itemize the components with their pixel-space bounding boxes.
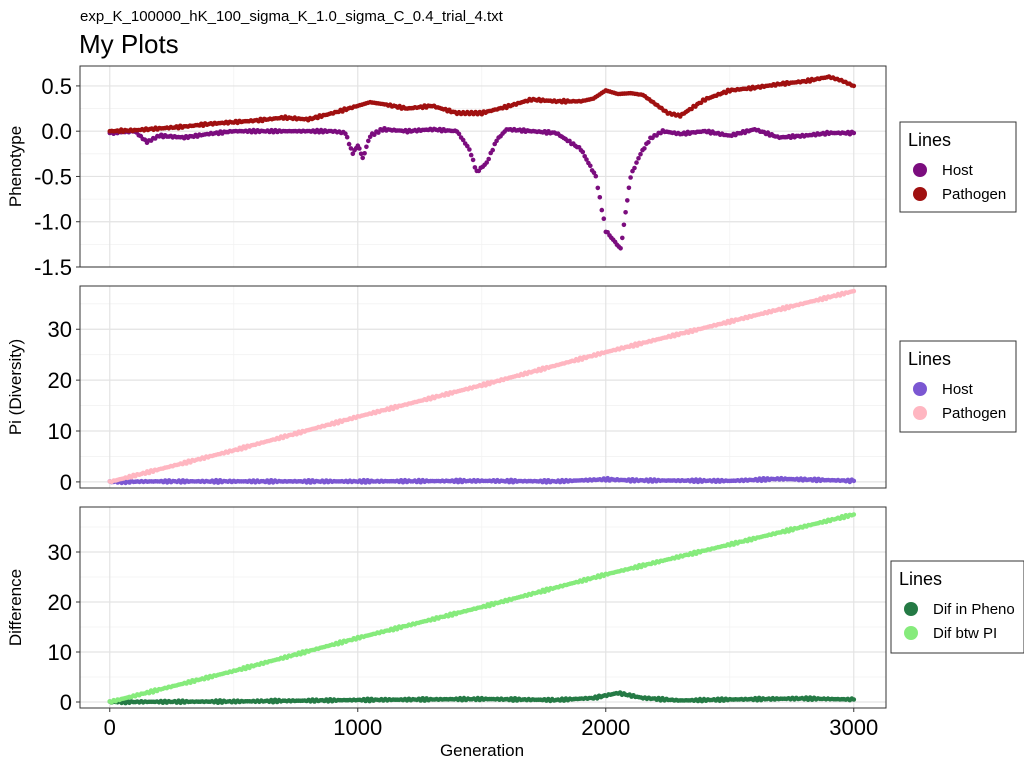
- y-axis-label: Pi (Diversity): [6, 339, 25, 435]
- data-point: [852, 131, 857, 136]
- data-point: [620, 236, 625, 241]
- legend-item-label: Dif btw PI: [933, 625, 997, 642]
- y-tick-label: 10: [48, 419, 72, 444]
- legend-key: [904, 626, 918, 640]
- x-tick-label: 2000: [581, 715, 630, 740]
- data-point: [634, 160, 639, 165]
- y-tick-label: 0.5: [41, 74, 72, 99]
- data-point: [486, 157, 491, 162]
- legend-title: Lines: [908, 130, 951, 150]
- legend-key: [913, 163, 927, 177]
- legend-item-label: Dif in Pheno: [933, 601, 1015, 618]
- data-point: [581, 150, 586, 155]
- legend-title: Lines: [899, 569, 942, 589]
- data-point: [602, 216, 607, 221]
- legend-title: Lines: [908, 349, 951, 369]
- data-point: [623, 210, 628, 215]
- data-point: [469, 153, 474, 158]
- legend-key: [904, 602, 918, 616]
- data-point: [471, 158, 476, 163]
- y-tick-label: 0: [60, 690, 72, 715]
- legend-item-label: Host: [942, 381, 974, 398]
- panel-2: 0 10 20 30 Pi (Diversity) Lines Host Pathogen: [6, 286, 1016, 495]
- data-point: [588, 164, 593, 169]
- data-point: [490, 148, 495, 153]
- data-point: [600, 208, 605, 213]
- panels: 0.5 0.0 -0.5 -1.0 -1.5 Phenotype Lines Host Path…: [6, 66, 1024, 740]
- data-point: [627, 186, 632, 191]
- data-point: [366, 139, 371, 144]
- y-tick-label: 30: [48, 317, 72, 342]
- x-tick-label: 1000: [333, 715, 382, 740]
- y-tick-label: -0.5: [34, 164, 72, 189]
- data-point: [594, 174, 599, 179]
- data-point: [628, 175, 633, 180]
- data-point: [852, 479, 857, 484]
- y-tick-label: -1.5: [34, 255, 72, 280]
- legend-item-label: Host: [942, 162, 974, 179]
- y-tick-label: -1.0: [34, 210, 72, 235]
- y-tick-label: 30: [48, 540, 72, 565]
- legend: Lines Host Pathogen: [900, 122, 1016, 212]
- data-point: [347, 142, 352, 147]
- figure-title: My Plots: [79, 29, 179, 59]
- data-point: [596, 186, 601, 191]
- legend: Lines Host Pathogen: [900, 341, 1016, 432]
- panel-3: 0 10 20 30 Difference Lines Dif in Pheno Dif bt…: [6, 507, 1024, 740]
- panel-1: 0.5 0.0 -0.5 -1.0 -1.5 Phenotype Lines Host Path…: [6, 66, 1016, 280]
- data-point: [345, 135, 350, 140]
- figure-subtitle: exp_K_100000_hK_100_sigma_K_1.0_sigma_C_…: [80, 8, 504, 25]
- legend-item-label: Pathogen: [942, 186, 1006, 203]
- data-point: [852, 289, 857, 294]
- x-tick-label: 3000: [829, 715, 878, 740]
- data-point: [632, 166, 637, 171]
- legend-key: [913, 382, 927, 396]
- data-point: [638, 152, 643, 157]
- legend-key: [913, 406, 927, 420]
- data-point: [625, 198, 630, 203]
- data-point: [618, 246, 623, 251]
- y-tick-label: 20: [48, 368, 72, 393]
- y-tick-label: 20: [48, 590, 72, 615]
- legend: Lines Dif in Pheno Dif btw PI: [891, 561, 1024, 653]
- data-point: [598, 195, 603, 200]
- data-point: [357, 146, 362, 151]
- x-tick-label: 0: [104, 715, 116, 740]
- legend-item-label: Pathogen: [942, 405, 1006, 422]
- y-tick-label: 0.0: [41, 119, 72, 144]
- legend-key: [913, 187, 927, 201]
- y-axis-label: Difference: [6, 569, 25, 646]
- data-point: [636, 156, 641, 161]
- data-point: [646, 140, 651, 145]
- x-axis-label: Generation: [440, 741, 524, 760]
- y-tick-label: 10: [48, 640, 72, 665]
- y-tick-label: 0: [60, 470, 72, 495]
- data-point: [360, 156, 365, 161]
- data-point: [467, 147, 472, 152]
- y-axis-label: Phenotype: [6, 126, 25, 207]
- data-point: [622, 223, 627, 228]
- data-point: [852, 697, 857, 702]
- data-point: [362, 151, 367, 156]
- data-point: [642, 146, 647, 151]
- data-point: [852, 512, 857, 517]
- data-point: [852, 84, 857, 89]
- data-point: [364, 145, 369, 150]
